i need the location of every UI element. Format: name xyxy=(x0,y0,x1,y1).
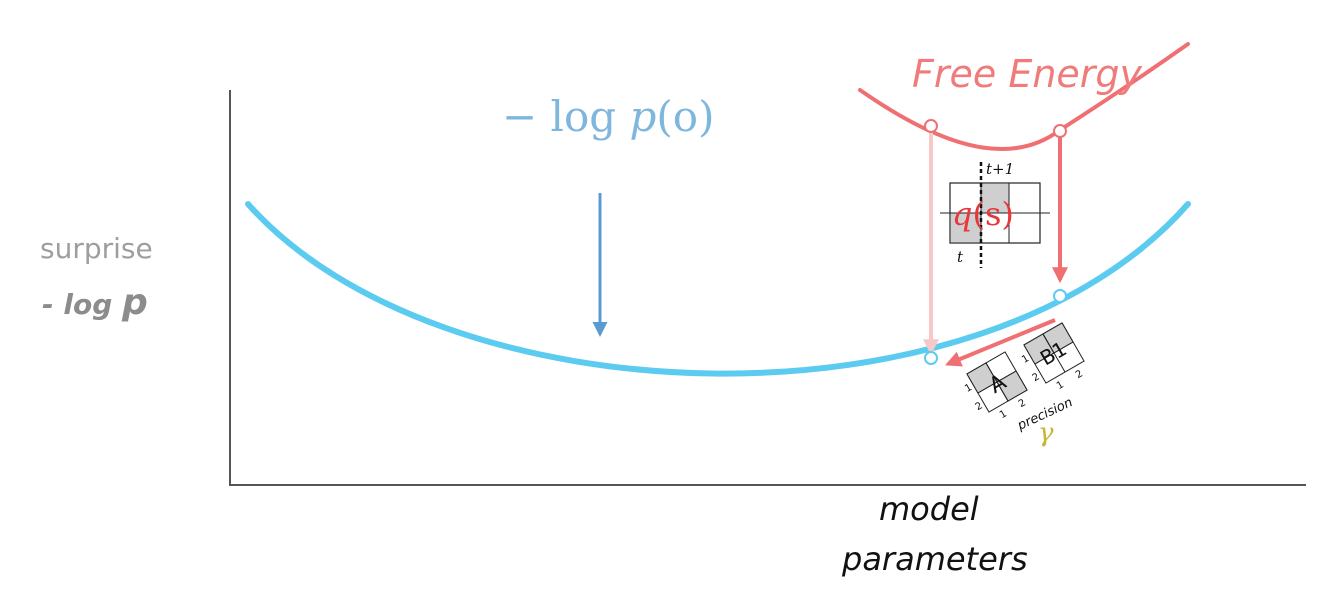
surprise-expr-func: p xyxy=(629,92,657,141)
matrix-a-row2: 2 xyxy=(974,400,985,413)
y-axis-label: surprise xyxy=(40,232,153,265)
matrix-b-row1: 1 xyxy=(1020,353,1031,366)
matrix-b-col2: 2 xyxy=(1074,368,1085,381)
surprise-point-right xyxy=(1053,289,1067,303)
matrix-b-row2: 2 xyxy=(1031,371,1042,384)
y-axis-prefix: - log xyxy=(42,288,122,321)
surprise-expr-arg: (o) xyxy=(656,92,715,141)
time-next-label: t+1 xyxy=(986,160,1015,178)
state-matrix xyxy=(940,162,1050,268)
x-axis-label-line2: parameters xyxy=(842,540,1028,578)
surprise-expression: − log p(o) xyxy=(502,92,714,141)
precision-symbol: γ xyxy=(1038,418,1054,448)
precision-update-arrow xyxy=(945,318,1056,367)
matrix-b-col1: 1 xyxy=(1055,379,1066,392)
y-axis-symbol: - log p xyxy=(42,282,148,323)
surprise-point-left xyxy=(924,351,938,365)
matrix-b: B1 1 2 1 2 xyxy=(1020,322,1085,392)
matrix-a-col2: 2 xyxy=(1017,397,1028,410)
free-energy-point-left xyxy=(924,119,938,133)
surprise-curve xyxy=(245,201,1191,377)
matrix-a-row1: 1 xyxy=(963,382,974,395)
state-func: q xyxy=(952,195,973,233)
state-arg: (s) xyxy=(972,195,1014,233)
free-energy-label: Free Energy xyxy=(912,52,1143,96)
state-posterior-label: q(s) xyxy=(952,195,1014,233)
matrix-a: A 1 2 1 2 xyxy=(963,351,1028,421)
matrix-a-col1: 1 xyxy=(998,408,1009,421)
x-axis-label-line1: model xyxy=(879,490,979,528)
free-energy-point-right xyxy=(1053,124,1067,138)
y-axis-var: p xyxy=(122,282,148,323)
time-current-label: t xyxy=(957,248,964,266)
surprise-expr-prefix: − log xyxy=(502,92,630,141)
